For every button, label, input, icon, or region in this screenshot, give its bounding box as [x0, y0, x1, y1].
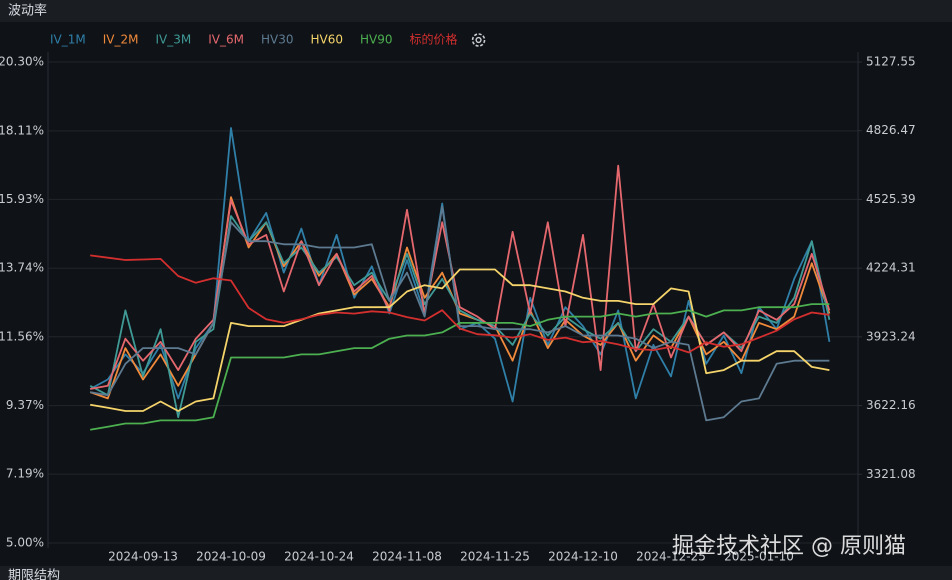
legend-item[interactable]: HV90 — [360, 33, 393, 47]
x-tick-label: 2024-12-10 — [548, 550, 618, 564]
y-tick-label: 15.93% — [0, 192, 44, 206]
y2-tick-label: 4224.31 — [866, 261, 916, 275]
legend-item[interactable]: IV_6M — [208, 33, 244, 47]
y2-tick-label: 3321.08 — [866, 467, 916, 481]
series-line — [90, 268, 830, 412]
series-line — [89, 215, 831, 419]
x-tick-label: 2024-11-25 — [460, 550, 530, 564]
y-tick-label: 20.30% — [0, 55, 44, 69]
x-tick-label: 2024-10-09 — [196, 550, 266, 564]
chart-title: 波动率 — [8, 3, 47, 19]
watermark: 掘金技术社区 @ 原则猫 — [672, 534, 906, 559]
series-line — [89, 127, 831, 403]
x-tick-label: 2024-11-08 — [372, 550, 442, 564]
legend-item[interactable]: HV30 — [261, 33, 294, 47]
settings-icon[interactable] — [471, 33, 486, 47]
x-tick-label: 2024-09-13 — [108, 550, 178, 564]
y2-tick-label: 3622.16 — [866, 398, 916, 412]
x-tick-label: 2024-10-24 — [284, 550, 354, 564]
legend-item[interactable]: IV_2M — [103, 33, 139, 47]
y-tick-label: 7.19% — [6, 467, 44, 481]
legend-item[interactable]: IV_3M — [156, 33, 192, 47]
y-tick-label: 11.56% — [0, 329, 44, 343]
y-tick-label: 13.74% — [0, 261, 44, 275]
y2-tick-label: 3923.24 — [866, 329, 916, 343]
section-label: 期限结构 — [8, 569, 60, 580]
y-tick-label: 9.37% — [6, 398, 44, 412]
header-bar — [0, 0, 952, 22]
series-line — [90, 303, 830, 431]
legend-item[interactable]: 标的价格 — [410, 32, 458, 47]
y-tick-label: 5.00% — [6, 536, 44, 550]
y2-tick-label: 4826.47 — [866, 123, 916, 137]
series-line — [89, 196, 831, 400]
footer-bar — [0, 566, 952, 580]
y2-tick-label: 5127.55 — [866, 55, 916, 69]
x-tick-label: 2024-12-25 — [636, 550, 706, 564]
series-line — [90, 205, 830, 422]
legend-item[interactable]: IV_1M — [50, 33, 86, 47]
y-tick-label: 18.11% — [0, 123, 44, 137]
series-line — [90, 254, 830, 354]
y2-tick-label: 4525.39 — [866, 192, 916, 206]
x-tick-label: 2025-01-10 — [724, 550, 794, 564]
legend-item[interactable]: HV60 — [311, 33, 344, 47]
